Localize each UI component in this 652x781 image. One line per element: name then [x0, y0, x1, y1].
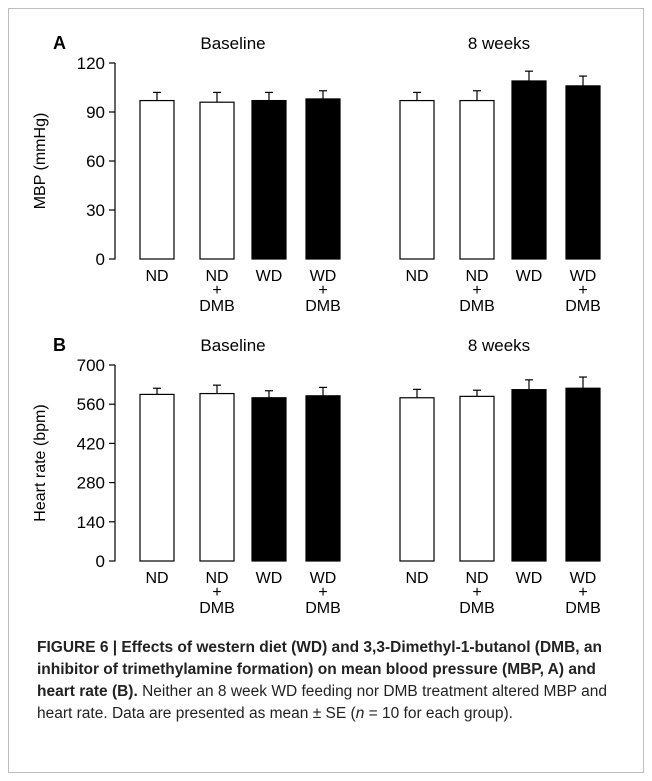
- category-label: WD: [310, 570, 337, 587]
- caption-tail: = 10 for each group).: [364, 705, 513, 722]
- group-title: 8 weeks: [468, 34, 530, 53]
- bar: [139, 393, 175, 562]
- y-tick-label: 420: [77, 434, 105, 453]
- category-label: DMB: [305, 600, 341, 617]
- category-label: ND: [205, 570, 228, 587]
- category-label: ND: [465, 570, 488, 587]
- figure-caption: FIGURE 6 | Effects of western diet (WD) …: [37, 637, 637, 725]
- bar: [199, 392, 235, 562]
- group-title: 8 weeks: [468, 336, 530, 355]
- category-label: ND: [465, 268, 488, 285]
- y-tick-label: 90: [86, 103, 105, 122]
- category-label: DMB: [305, 298, 341, 315]
- y-tick-label: 0: [96, 552, 105, 571]
- category-label: ND: [145, 570, 168, 587]
- caption-n: n: [355, 705, 365, 722]
- y-tick-label: 560: [77, 395, 105, 414]
- bar: [399, 397, 435, 562]
- panel-label: A: [53, 33, 66, 53]
- bar: [139, 99, 175, 260]
- category-label: +: [578, 584, 587, 601]
- bar: [399, 99, 435, 260]
- y-tick-label: 280: [77, 474, 105, 493]
- caption-body: Neither an 8 week WD feeding nor DMB tre…: [37, 683, 608, 722]
- category-label: +: [212, 282, 221, 299]
- category-label: ND: [205, 268, 228, 285]
- caption-title: FIGURE 6 | Effects of western diet (WD) …: [37, 639, 602, 700]
- category-label: DMB: [565, 298, 601, 315]
- y-axis-label: Heart rate (bpm): [32, 404, 49, 521]
- y-axis-label: MBP (mmHg): [32, 113, 49, 210]
- category-label: WD: [256, 570, 283, 587]
- y-tick-label: 60: [86, 152, 105, 171]
- category-label: DMB: [565, 600, 601, 617]
- bar: [199, 101, 235, 260]
- category-label: +: [212, 584, 221, 601]
- bar: [251, 99, 287, 260]
- figure-frame: A MBP (mmHg) 0 30 60 90 120 Baseline ND ND + DMB WD W…: [8, 8, 644, 773]
- category-label: ND: [405, 268, 428, 285]
- category-label: DMB: [199, 600, 235, 617]
- y-tick-label: 0: [96, 250, 105, 269]
- group-title: Baseline: [200, 336, 265, 355]
- category-label: ND: [405, 570, 428, 587]
- category-label: WD: [570, 268, 597, 285]
- y-tick-label: 30: [86, 201, 105, 220]
- bar: [305, 98, 341, 260]
- y-tick-label: 700: [77, 356, 105, 375]
- bar: [251, 397, 287, 562]
- bar: [565, 85, 601, 260]
- bar: [305, 395, 341, 562]
- category-label: WD: [516, 570, 543, 587]
- y-tick-label: 140: [77, 513, 105, 532]
- category-label: +: [578, 282, 587, 299]
- category-label: WD: [516, 268, 543, 285]
- category-label: +: [318, 282, 327, 299]
- group-title: Baseline: [200, 34, 265, 53]
- category-label: DMB: [459, 298, 495, 315]
- bar: [459, 99, 495, 260]
- bar: [565, 387, 601, 562]
- category-label: WD: [570, 570, 597, 587]
- category-label: +: [472, 282, 481, 299]
- category-label: WD: [256, 268, 283, 285]
- category-label: WD: [310, 268, 337, 285]
- bar: [511, 80, 547, 260]
- y-tick-label: 120: [77, 54, 105, 73]
- category-label: DMB: [459, 600, 495, 617]
- bar: [459, 395, 495, 562]
- category-label: +: [472, 584, 481, 601]
- panel-label: B: [53, 335, 66, 355]
- category-label: +: [318, 584, 327, 601]
- category-label: ND: [145, 268, 168, 285]
- category-label: DMB: [199, 298, 235, 315]
- bar: [511, 389, 547, 562]
